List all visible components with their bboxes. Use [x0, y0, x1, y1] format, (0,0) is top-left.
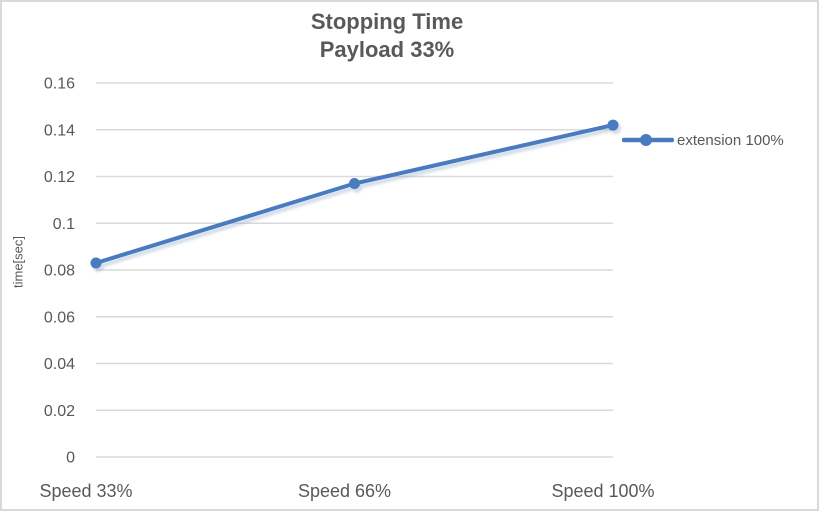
y-tick-label: 0	[66, 450, 75, 467]
series-shadow-line	[96, 126, 618, 269]
series-shadow	[93, 123, 621, 272]
y-tick-label: 0.16	[44, 76, 75, 93]
data-point-marker	[607, 119, 619, 131]
y-tick-label: 0.1	[53, 216, 75, 233]
x-tick-label: Speed 100%	[551, 481, 654, 501]
chart-title-block: Stopping Time Payload 33%	[2, 8, 772, 64]
x-tick-label: Speed 66%	[298, 481, 391, 501]
x-tick-label: Speed 33%	[39, 481, 132, 501]
chart-title: Stopping Time	[310, 9, 464, 34]
y-tick-label: 0.04	[44, 356, 75, 373]
y-tick-label: 0.02	[44, 403, 75, 420]
y-tick-label: 0.08	[44, 263, 75, 280]
legend-line-marker-icon	[622, 134, 674, 146]
y-tick-label: 0.14	[44, 122, 75, 139]
legend: extension 100%	[622, 129, 784, 151]
data-point-marker	[349, 178, 360, 190]
y-tick-label: 0.12	[44, 169, 75, 186]
data-point-marker	[90, 257, 102, 269]
y-axis-title: time[sec]	[10, 235, 26, 289]
y-tick-label: 0.06	[44, 309, 75, 326]
legend-label: extension 100%	[677, 131, 784, 149]
chart-subtitle: Payload 33%	[319, 37, 455, 62]
